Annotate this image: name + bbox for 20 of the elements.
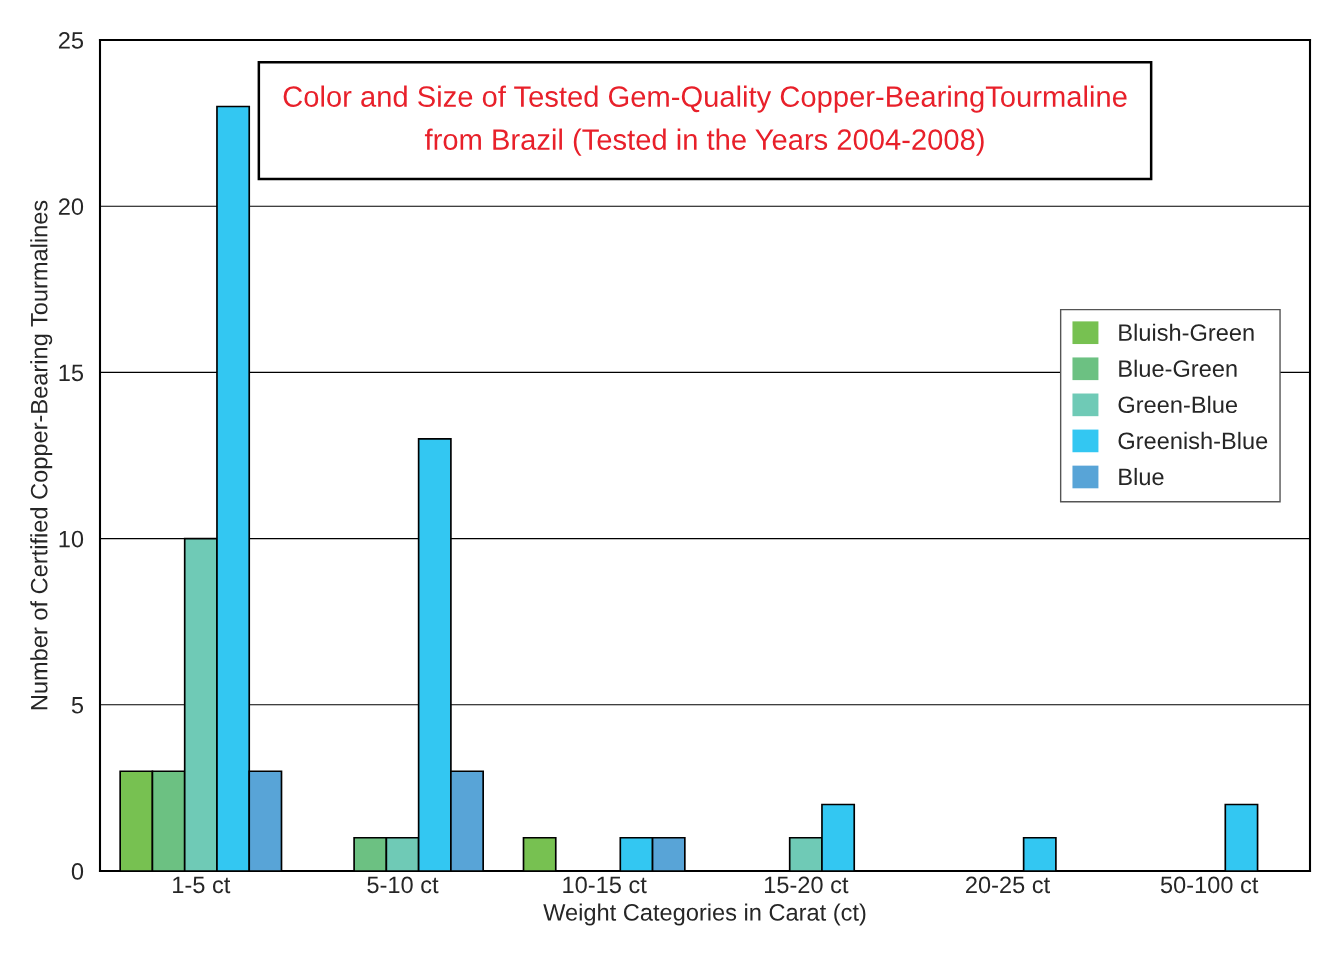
legend-label: Bluish-Green xyxy=(1119,323,1254,341)
x-tick-label: 50-100 ct xyxy=(1160,876,1259,894)
y-tick-label: 20 xyxy=(58,198,84,215)
y-tick-label: 5 xyxy=(71,697,84,714)
legend-label: Greenish-Blue xyxy=(1118,431,1268,450)
legend-label: Blue-Green xyxy=(1119,359,1237,378)
legend-label: Green-Blue xyxy=(1118,395,1238,414)
y-tick-label: 10 xyxy=(59,530,84,548)
y-tick-label: 25 xyxy=(58,32,84,49)
x-tick-label: 10-15 ct xyxy=(563,876,647,894)
y-axis-title: Number of Certified Copper-Bearing Tourmalines xyxy=(30,200,53,710)
x-tick-label: 5-10 ct xyxy=(367,876,439,894)
x-tick-label: 1-5 ct xyxy=(173,876,231,894)
y-tick-label: 0 xyxy=(71,863,84,880)
legend-label: Blue xyxy=(1119,467,1164,486)
x-tick-label: 20-25 ct xyxy=(966,876,1050,894)
text: Color and Size of Tested Gem-Quality Copper-BearingTourmaline from Brazil (Tested in the Years 2004-2008) xyxy=(283,85,1127,156)
x-tick-label: 15-20 ct xyxy=(764,876,849,894)
x-axis-title: Weight Categories in Carat (ct) xyxy=(543,903,866,926)
y-tick-label: 15 xyxy=(59,364,84,382)
